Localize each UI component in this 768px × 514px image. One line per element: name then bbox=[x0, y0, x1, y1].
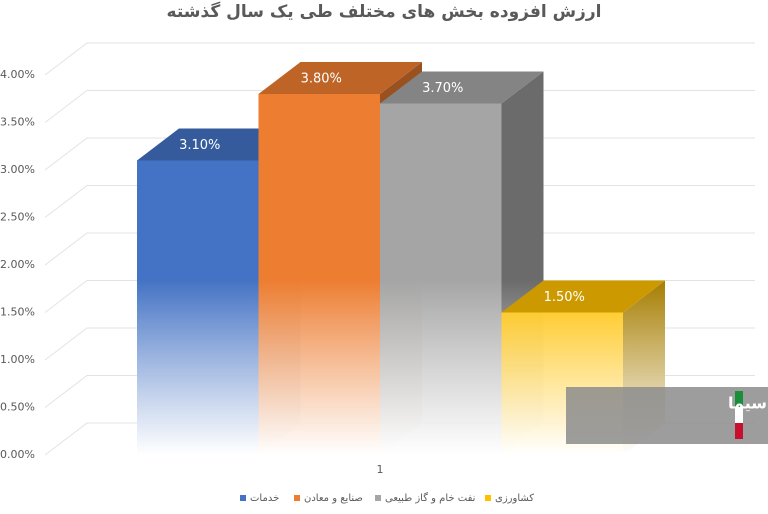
y-tick-label: 2.00% bbox=[0, 258, 35, 271]
legend-label: خدمات bbox=[250, 493, 279, 504]
legend-swatch bbox=[294, 495, 300, 501]
watermark: خبرگزاری صدا و سیما bbox=[566, 387, 768, 444]
legend-swatch bbox=[485, 495, 491, 501]
y-tick-label: 4.00% bbox=[0, 68, 35, 81]
watermark-box bbox=[566, 387, 768, 444]
flag-white bbox=[735, 407, 743, 423]
y-tick-label: 0.50% bbox=[0, 401, 35, 414]
flag-red bbox=[735, 423, 743, 439]
y-tick-label: 3.00% bbox=[0, 163, 35, 176]
data-label: 3.80% bbox=[301, 72, 342, 87]
x-tick-label: 1 bbox=[377, 463, 384, 476]
legend-label: صنایع و معادن bbox=[304, 493, 363, 504]
bar-top bbox=[258, 62, 422, 94]
legend-swatch bbox=[375, 495, 381, 501]
grid-line bbox=[44, 42, 755, 76]
legend-swatch bbox=[240, 495, 246, 501]
legend-label: نفت خام و گاز طبیعی bbox=[385, 492, 475, 504]
bar bbox=[380, 103, 502, 455]
flag-green bbox=[735, 391, 743, 407]
bar bbox=[137, 160, 259, 455]
y-tick-label: 1.00% bbox=[0, 353, 35, 366]
data-label: 1.50% bbox=[544, 290, 585, 305]
y-tick-label: 3.50% bbox=[0, 116, 35, 129]
bar-top bbox=[501, 280, 665, 313]
bar bbox=[258, 94, 380, 455]
legend-label: کشاورزی bbox=[495, 493, 534, 504]
watermark-text: خبرگزاری صدا و سیما bbox=[728, 394, 768, 413]
data-label: 3.10% bbox=[179, 138, 220, 153]
plot-area: 0.00% 0.50% 1.00% 1.50% 2.00% 2.50% 3.00% 3.50%… bbox=[0, 42, 755, 476]
chart-title: ارزش افزوده بخش های مختلف طی یک سال گذشت… bbox=[167, 1, 602, 22]
y-tick-label: 2.50% bbox=[0, 211, 35, 224]
y-tick-label: 1.50% bbox=[0, 306, 35, 319]
bar-top bbox=[380, 71, 544, 104]
y-tick-label: 0.00% bbox=[0, 448, 35, 461]
data-label: 3.70% bbox=[422, 81, 463, 96]
